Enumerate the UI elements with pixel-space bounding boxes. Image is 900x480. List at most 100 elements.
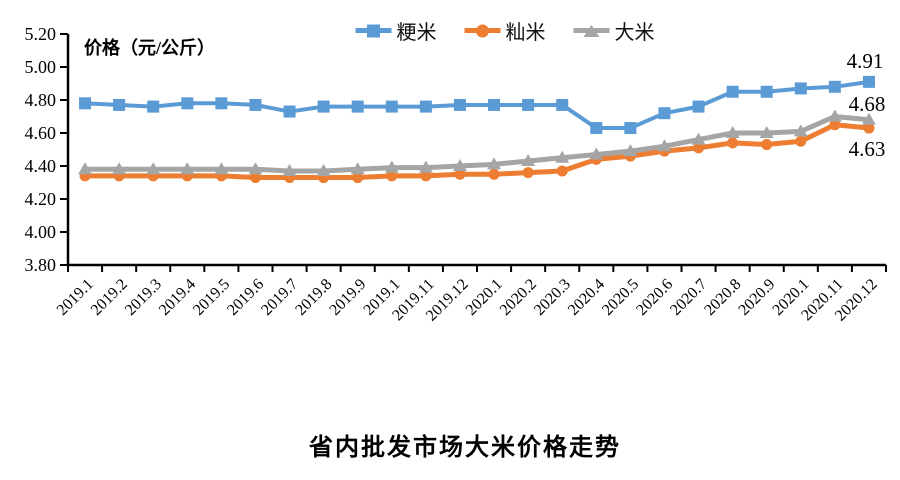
data-point-marker [862, 75, 875, 88]
data-point-marker [522, 167, 534, 179]
data-point-marker [488, 98, 501, 111]
x-tick-label: 2020.2 [497, 276, 540, 319]
data-point-marker [658, 107, 671, 120]
data-point-marker [692, 100, 705, 113]
y-tick-label: 3.80 [25, 255, 57, 275]
end-value-label: 4.68 [849, 92, 886, 116]
data-point-marker [418, 160, 433, 173]
data-point-marker [352, 172, 364, 184]
data-point-marker [181, 97, 194, 110]
data-point-marker [693, 142, 705, 154]
x-tick-label: 2019.3 [122, 276, 165, 319]
x-tick-label: 2019.1 [54, 276, 97, 319]
data-point-marker [384, 160, 399, 173]
data-point-marker [283, 105, 296, 118]
data-point-marker [487, 157, 502, 170]
x-tick-label: 2019.6 [224, 276, 267, 319]
x-tick-label: 2019.9 [326, 276, 369, 319]
data-point-marker [317, 100, 330, 113]
data-point-marker [214, 162, 229, 175]
data-point-marker [452, 159, 467, 171]
data-point-marker [828, 80, 841, 93]
legend-item-indica-rice: 籼米 [464, 16, 546, 45]
x-tick-label: 2020.7 [667, 276, 710, 319]
x-tick-label: 2019.7 [258, 276, 301, 319]
end-value-label: 4.63 [849, 137, 886, 161]
data-point-marker [282, 163, 297, 176]
data-point-marker [249, 172, 261, 184]
y-tick-label: 4.40 [25, 156, 57, 176]
data-point-marker [726, 85, 739, 98]
data-point-marker [78, 162, 93, 175]
price-trend-chart: 5.205.004.804.604.404.204.003.802019.120… [25, 24, 887, 325]
x-tick-label: 2019.8 [292, 276, 335, 319]
data-point-marker [761, 139, 773, 151]
data-point-marker [555, 150, 570, 163]
y-axis-title: 价格（元/公斤） [84, 38, 216, 58]
data-point-marker [350, 162, 365, 175]
legend-triangle-marker-icon [583, 24, 600, 37]
legend-circle-marker-icon [476, 24, 489, 37]
series-line-0 [83, 79, 871, 131]
x-tick-label: 2019.5 [190, 276, 233, 319]
data-point-marker [79, 97, 92, 110]
y-tick-label: 5.20 [25, 24, 57, 44]
data-point-marker [146, 162, 161, 175]
data-point-marker [624, 122, 637, 135]
data-point-marker [861, 112, 876, 125]
y-tick-label: 4.00 [25, 222, 57, 242]
data-point-marker [760, 85, 773, 98]
legend-label: 籼米 [505, 22, 546, 44]
data-point-marker [727, 137, 739, 149]
x-tick-label: 2019.2 [88, 276, 131, 319]
data-point-marker [385, 100, 398, 113]
x-tick-label: 2020.1 [463, 276, 506, 319]
data-point-marker [351, 100, 364, 113]
x-tick-label: 2020.4 [565, 276, 608, 319]
x-tick-label: 2020.9 [735, 276, 778, 319]
legend-line-sample [464, 24, 501, 37]
data-point-marker [113, 98, 126, 111]
axis-lines [66, 34, 886, 267]
y-tick-label: 5.00 [25, 57, 57, 77]
y-tick-label: 4.60 [25, 123, 57, 143]
data-point-marker [795, 135, 807, 147]
data-point-marker [147, 100, 160, 113]
data-point-marker [454, 168, 466, 180]
legend-label: 大米 [614, 22, 655, 44]
data-point-marker [794, 82, 807, 95]
x-tick-label: 2019.4 [156, 276, 199, 319]
data-point-marker [215, 97, 228, 110]
data-point-marker [248, 162, 263, 175]
data-point-marker [793, 124, 808, 137]
chart-title: 省内批发市场大米价格走势 [309, 435, 621, 461]
data-point-marker [453, 98, 466, 111]
data-point-marker [420, 170, 432, 182]
data-point-marker [521, 154, 536, 167]
data-point-marker [180, 162, 195, 175]
data-point-marker [488, 168, 500, 180]
data-point-marker [316, 163, 331, 176]
data-point-marker [657, 139, 672, 152]
data-point-marker [556, 98, 569, 111]
legend-label: 粳米 [396, 22, 437, 44]
data-point-marker [863, 122, 875, 134]
data-point-marker [725, 126, 740, 138]
legend-item-rice: 大米 [573, 16, 655, 45]
data-point-marker [522, 98, 535, 111]
data-point-marker [249, 98, 262, 111]
x-tick-label: 2020.3 [531, 276, 574, 319]
x-tick-label: 2020.5 [599, 276, 642, 319]
series-line-1 [82, 122, 872, 181]
legend-line-sample [355, 24, 392, 37]
data-point-marker [759, 126, 774, 138]
y-tick-label: 4.80 [25, 90, 57, 110]
legend-square-marker-icon [367, 24, 380, 37]
data-point-marker [829, 119, 841, 131]
chart-legend: 粳米 籼米 大米 [355, 16, 655, 45]
data-point-marker [691, 132, 706, 145]
data-point-marker [827, 109, 842, 122]
end-value-label: 4.91 [847, 49, 884, 73]
series-line-2 [82, 114, 872, 174]
